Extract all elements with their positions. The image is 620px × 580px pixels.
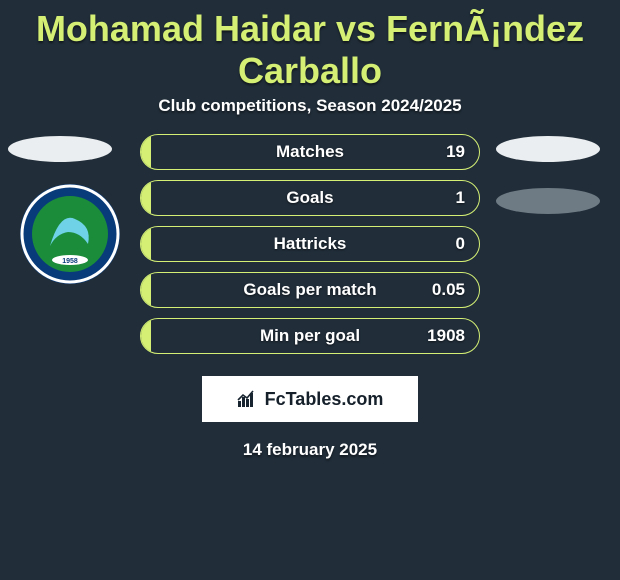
player1-ellipse: [8, 136, 112, 162]
brand-label: FcTables.com: [265, 389, 384, 410]
stat-label: Goals per match: [141, 273, 479, 307]
player2-club-ellipse: [496, 188, 600, 214]
bars-icon: [237, 390, 259, 408]
stat-row: Min per goal1908: [140, 318, 480, 354]
stat-value: 0.05: [432, 273, 465, 307]
stat-value: 1908: [427, 319, 465, 353]
stat-value: 19: [446, 135, 465, 169]
club-logo-alfateh: 1958: [20, 184, 120, 284]
stat-value: 1: [456, 181, 465, 215]
stats-list: Matches19 Goals1 Hattricks0 Goals per match…: [140, 134, 480, 364]
stat-row: Goals1: [140, 180, 480, 216]
player1-badge-slot: [8, 136, 112, 162]
stat-row: Goals per match0.05: [140, 272, 480, 308]
player2-badge-slot: [496, 136, 600, 162]
player2-ellipse: [496, 136, 600, 162]
stat-label: Hattricks: [141, 227, 479, 261]
date-label: 14 february 2025: [0, 440, 620, 460]
stat-value: 0: [456, 227, 465, 261]
stat-row: Hattricks0: [140, 226, 480, 262]
page-title: Mohamad Haidar vs FernÃ¡ndez Carballo: [0, 0, 620, 96]
stat-label: Matches: [141, 135, 479, 169]
brand-box[interactable]: FcTables.com: [202, 376, 418, 422]
svg-text:1958: 1958: [62, 258, 78, 265]
subtitle: Club competitions, Season 2024/2025: [0, 96, 620, 134]
stat-label: Goals: [141, 181, 479, 215]
stat-row: Matches19: [140, 134, 480, 170]
comparison-area: 1958 Matches19 Goals1 Hattricks0 Goals per …: [0, 134, 620, 364]
